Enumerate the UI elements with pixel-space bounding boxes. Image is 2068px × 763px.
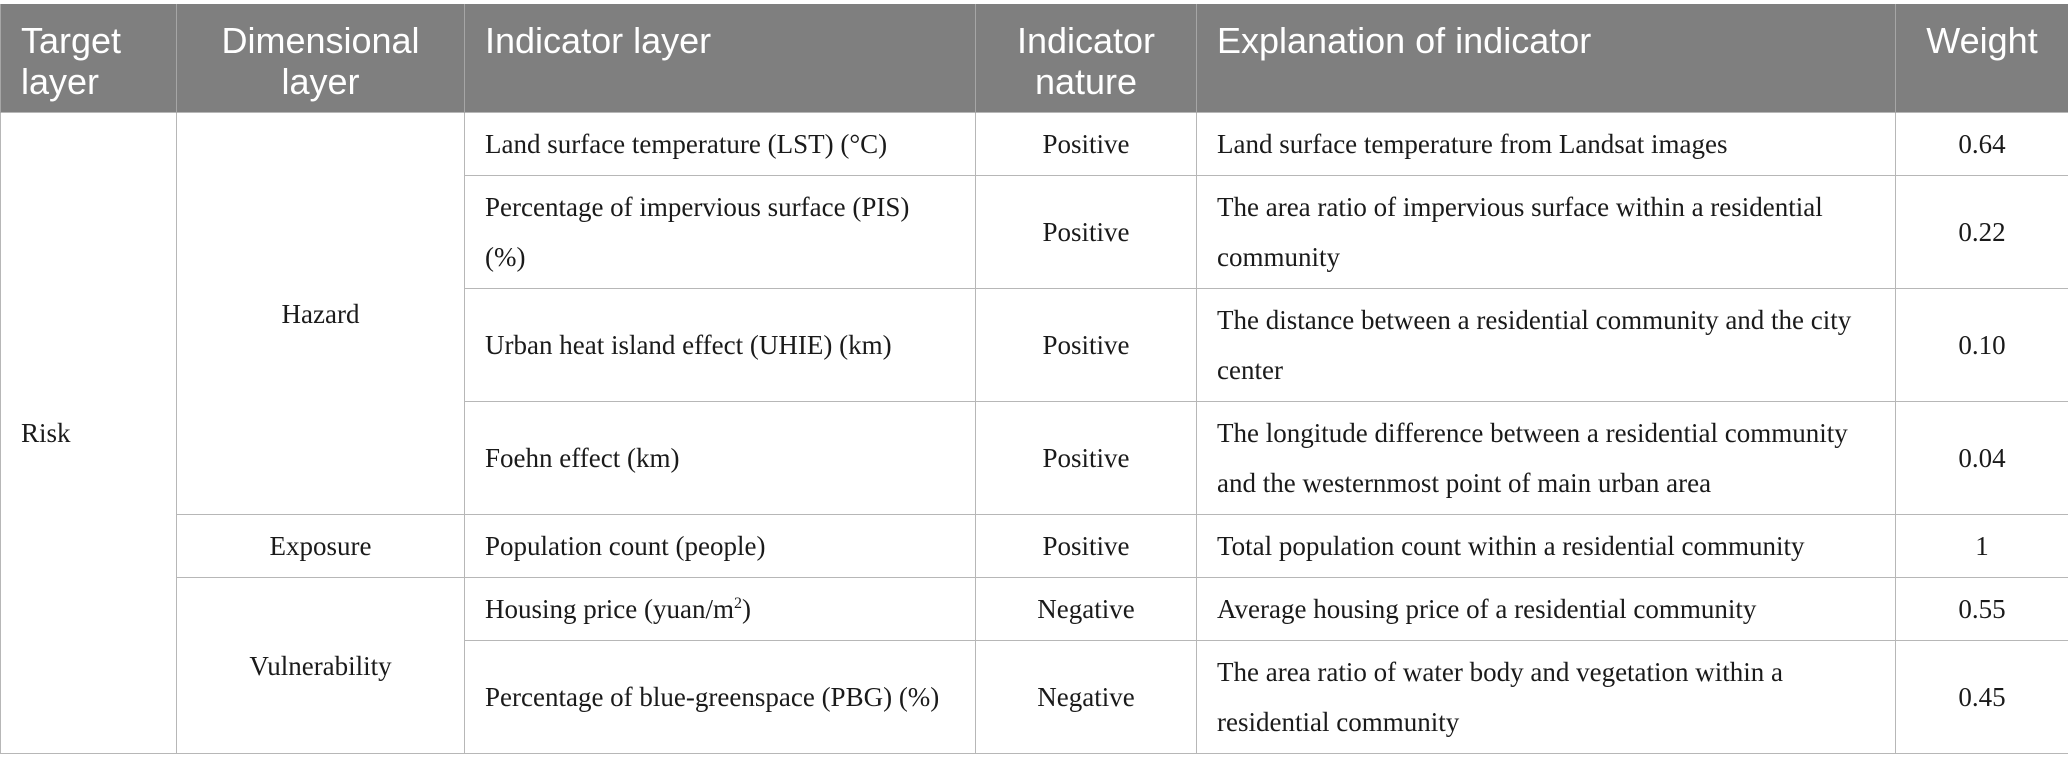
- header-target-layer: Target layer: [0, 4, 177, 113]
- header-explanation: Explanation of indicator: [1196, 4, 1896, 113]
- indicator-cell: Percentage of blue-greenspace (PBG) (%): [464, 640, 976, 754]
- indicator-text-suffix: ): [741, 594, 751, 624]
- header-indicator-layer: Indicator layer: [464, 4, 976, 113]
- superscript: 2: [733, 595, 742, 612]
- table-row: Exposure Population count (people) Posit…: [1, 514, 2068, 578]
- explanation-cell: Land surface temperature from Landsat im…: [1196, 112, 1896, 176]
- table-header: Target layer Dimensional layer Indicator…: [0, 4, 2068, 113]
- weight-cell: 0.55: [1895, 577, 2068, 641]
- weight-cell: 0.64: [1895, 112, 2068, 176]
- indicator-text: Housing price (yuan/m: [485, 594, 734, 624]
- dimension-hazard-cell: Hazard: [176, 112, 465, 515]
- weight-cell: 0.10: [1895, 288, 2068, 402]
- target-layer-cell: Risk: [0, 112, 177, 754]
- table-row: Risk Hazard Land surface temperature (LS…: [0, 112, 2068, 754]
- indicator-table: Target layer Dimensional layer Indicator…: [0, 4, 2068, 754]
- dimension-vulnerability-cell: Vulnerability: [176, 577, 465, 754]
- weight-cell: 0.22: [1895, 175, 2068, 289]
- table-row: Foehn effect (km) Positive The longitude…: [1, 401, 2068, 515]
- explanation-cell: The area ratio of water body and vegetat…: [1196, 640, 1896, 754]
- header-weight: Weight: [1895, 4, 2068, 113]
- indicator-cell: Population count (people): [464, 514, 976, 578]
- weight-cell: 0.04: [1895, 401, 2068, 515]
- nature-cell: Positive: [975, 401, 1197, 515]
- weight-cell: 1: [1895, 514, 2068, 578]
- nature-cell: Positive: [975, 112, 1197, 176]
- header-indicator-nature: Indicator nature: [975, 4, 1197, 113]
- dimension-exposure-cell: Exposure: [176, 514, 465, 578]
- header-dimensional-layer: Dimensional layer: [176, 4, 465, 113]
- indicator-cell: Land surface temperature (LST) (°C): [464, 112, 976, 176]
- explanation-cell: The distance between a residential commu…: [1196, 288, 1896, 402]
- nature-cell: Positive: [975, 175, 1197, 289]
- weight-cell: 0.45: [1895, 640, 2068, 754]
- header-row: Target layer Dimensional layer Indicator…: [0, 4, 2068, 113]
- table-row: Percentage of blue-greenspace (PBG) (%) …: [1, 640, 2068, 754]
- nature-cell: Positive: [975, 514, 1197, 578]
- nature-cell: Positive: [975, 288, 1197, 402]
- table-row: Percentage of impervious surface (PIS) (…: [1, 175, 2068, 289]
- explanation-cell: Total population count within a resident…: [1196, 514, 1896, 578]
- indicator-cell: Percentage of impervious surface (PIS) (…: [464, 175, 976, 289]
- indicator-cell: Housing price (yuan/m2): [464, 577, 976, 641]
- explanation-cell: The longitude difference between a resid…: [1196, 401, 1896, 515]
- explanation-cell: The area ratio of impervious surface wit…: [1196, 175, 1896, 289]
- table-row: Urban heat island effect (UHIE) (km) Pos…: [1, 288, 2068, 402]
- table-row: Vulnerability Housing price (yuan/m2) Ne…: [1, 577, 2068, 754]
- nature-cell: Negative: [975, 577, 1197, 641]
- table-body: Risk Hazard Land surface temperature (LS…: [0, 112, 2068, 754]
- nature-cell: Negative: [975, 640, 1197, 754]
- explanation-cell: Average housing price of a residential c…: [1196, 577, 1896, 641]
- indicator-cell: Urban heat island effect (UHIE) (km): [464, 288, 976, 402]
- indicator-cell: Foehn effect (km): [464, 401, 976, 515]
